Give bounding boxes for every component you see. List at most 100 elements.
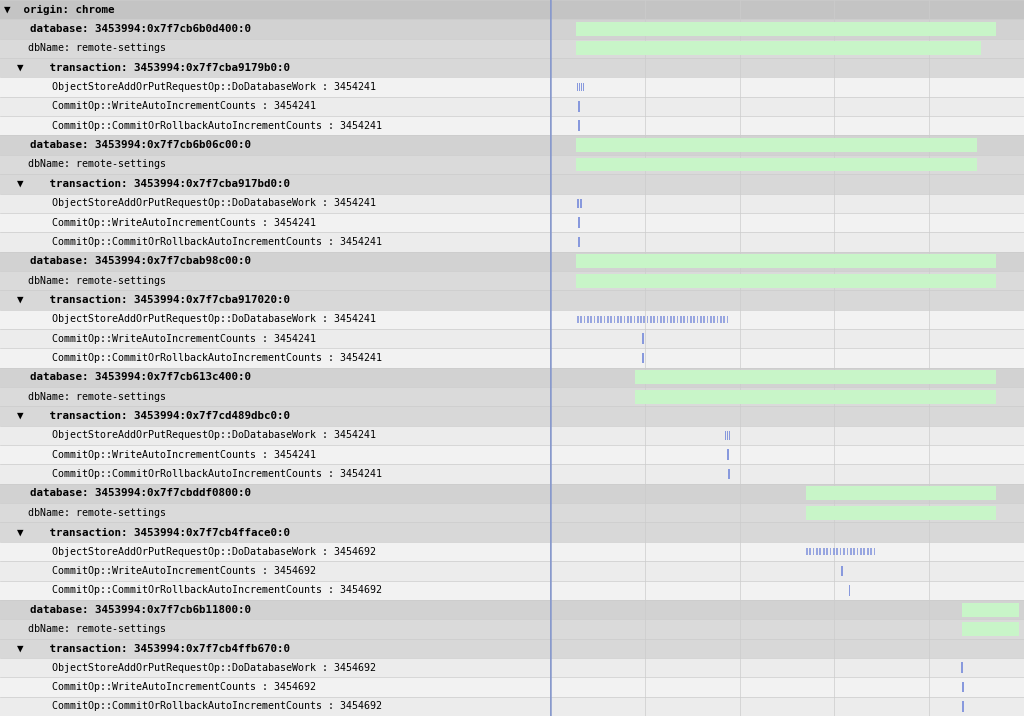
Bar: [0, 329, 550, 348]
Bar: [809, 548, 811, 555]
Bar: [643, 316, 645, 323]
Bar: [590, 316, 592, 323]
Bar: [575, 254, 995, 268]
Bar: [550, 445, 1024, 465]
Bar: [806, 486, 995, 500]
Bar: [642, 353, 644, 363]
Bar: [550, 19, 1024, 39]
Bar: [550, 232, 1024, 251]
Bar: [0, 523, 550, 542]
Bar: [0, 155, 550, 174]
Bar: [584, 316, 586, 323]
Text: ▼  origin: chrome: ▼ origin: chrome: [4, 5, 115, 15]
Bar: [0, 697, 550, 716]
Bar: [727, 450, 729, 460]
Text: CommitOp::CommitOrRollbackAutoIncrementCounts : 3454692: CommitOp::CommitOrRollbackAutoIncrementC…: [4, 585, 382, 595]
Bar: [550, 135, 1024, 155]
Bar: [0, 77, 550, 97]
Bar: [700, 316, 701, 323]
Bar: [578, 101, 580, 112]
Bar: [575, 138, 977, 152]
Bar: [0, 619, 550, 639]
Bar: [0, 542, 550, 561]
Bar: [962, 701, 964, 712]
Bar: [826, 548, 828, 555]
Bar: [550, 174, 1024, 193]
Text: ObjectStoreAddOrPutRequestOp::DoDatabaseWork : 3454241: ObjectStoreAddOrPutRequestOp::DoDatabase…: [4, 430, 377, 440]
Bar: [0, 600, 550, 619]
Bar: [674, 316, 675, 323]
Bar: [635, 390, 995, 404]
Bar: [550, 39, 1024, 58]
Bar: [637, 316, 639, 323]
Text: database: 3453994:0x7f7cb613c400:0: database: 3453994:0x7f7cb613c400:0: [4, 372, 252, 382]
Bar: [550, 271, 1024, 290]
Text: CommitOp::CommitOrRollbackAutoIncrementCounts : 3454692: CommitOp::CommitOrRollbackAutoIncrementC…: [4, 702, 382, 711]
Bar: [0, 116, 550, 135]
Bar: [550, 426, 1024, 445]
Bar: [0, 368, 550, 387]
Bar: [816, 548, 818, 555]
Text: CommitOp::CommitOrRollbackAutoIncrementCounts : 3454241: CommitOp::CommitOrRollbackAutoIncrementC…: [4, 121, 382, 131]
Bar: [550, 348, 1024, 368]
Bar: [550, 290, 1024, 309]
Bar: [690, 316, 692, 323]
Text: CommitOp::CommitOrRollbackAutoIncrementCounts : 3454241: CommitOp::CommitOrRollbackAutoIncrementC…: [4, 237, 382, 247]
Bar: [849, 585, 851, 596]
Text: ▼    transaction: 3453994:0x7f7cba917020:0: ▼ transaction: 3453994:0x7f7cba917020:0: [4, 295, 291, 305]
Bar: [550, 116, 1024, 135]
Bar: [550, 77, 1024, 97]
Bar: [963, 622, 1019, 636]
Bar: [857, 548, 858, 555]
Bar: [577, 316, 579, 323]
Bar: [819, 548, 821, 555]
Bar: [550, 542, 1024, 561]
Bar: [580, 83, 581, 92]
Bar: [550, 407, 1024, 426]
Bar: [624, 316, 626, 323]
Bar: [0, 19, 550, 39]
Bar: [640, 316, 642, 323]
Bar: [550, 639, 1024, 658]
Bar: [550, 677, 1024, 697]
Bar: [0, 251, 550, 271]
Bar: [600, 316, 602, 323]
Text: CommitOp::WriteAutoIncrementCounts : 3454241: CommitOp::WriteAutoIncrementCounts : 345…: [4, 218, 316, 228]
Bar: [0, 639, 550, 658]
Bar: [587, 316, 589, 323]
Bar: [696, 316, 698, 323]
Text: CommitOp::WriteAutoIncrementCounts : 3454241: CommitOp::WriteAutoIncrementCounts : 345…: [4, 450, 316, 460]
Bar: [670, 316, 672, 323]
Bar: [850, 548, 852, 555]
Bar: [727, 316, 728, 323]
Bar: [582, 83, 583, 92]
Bar: [550, 658, 1024, 677]
Bar: [650, 316, 652, 323]
Bar: [806, 548, 808, 555]
Bar: [550, 309, 1024, 329]
Bar: [0, 387, 550, 407]
Bar: [853, 548, 855, 555]
Bar: [842, 566, 844, 576]
Bar: [550, 619, 1024, 639]
Text: CommitOp::CommitOrRollbackAutoIncrementCounts : 3454241: CommitOp::CommitOrRollbackAutoIncrementC…: [4, 469, 382, 479]
Text: dbName: remote-settings: dbName: remote-settings: [4, 508, 166, 518]
Bar: [660, 316, 662, 323]
Bar: [0, 174, 550, 193]
Bar: [578, 217, 580, 228]
Text: dbName: remote-settings: dbName: remote-settings: [4, 276, 166, 286]
Bar: [550, 193, 1024, 213]
Bar: [847, 548, 848, 555]
Text: ObjectStoreAddOrPutRequestOp::DoDatabaseWork : 3454692: ObjectStoreAddOrPutRequestOp::DoDatabase…: [4, 546, 377, 556]
Bar: [0, 581, 550, 600]
Text: dbName: remote-settings: dbName: remote-settings: [4, 160, 166, 170]
Bar: [840, 548, 842, 555]
Bar: [0, 232, 550, 251]
Bar: [0, 348, 550, 368]
Bar: [680, 316, 682, 323]
Bar: [0, 271, 550, 290]
Bar: [550, 58, 1024, 77]
Bar: [707, 316, 709, 323]
Bar: [710, 316, 712, 323]
Bar: [610, 316, 612, 323]
